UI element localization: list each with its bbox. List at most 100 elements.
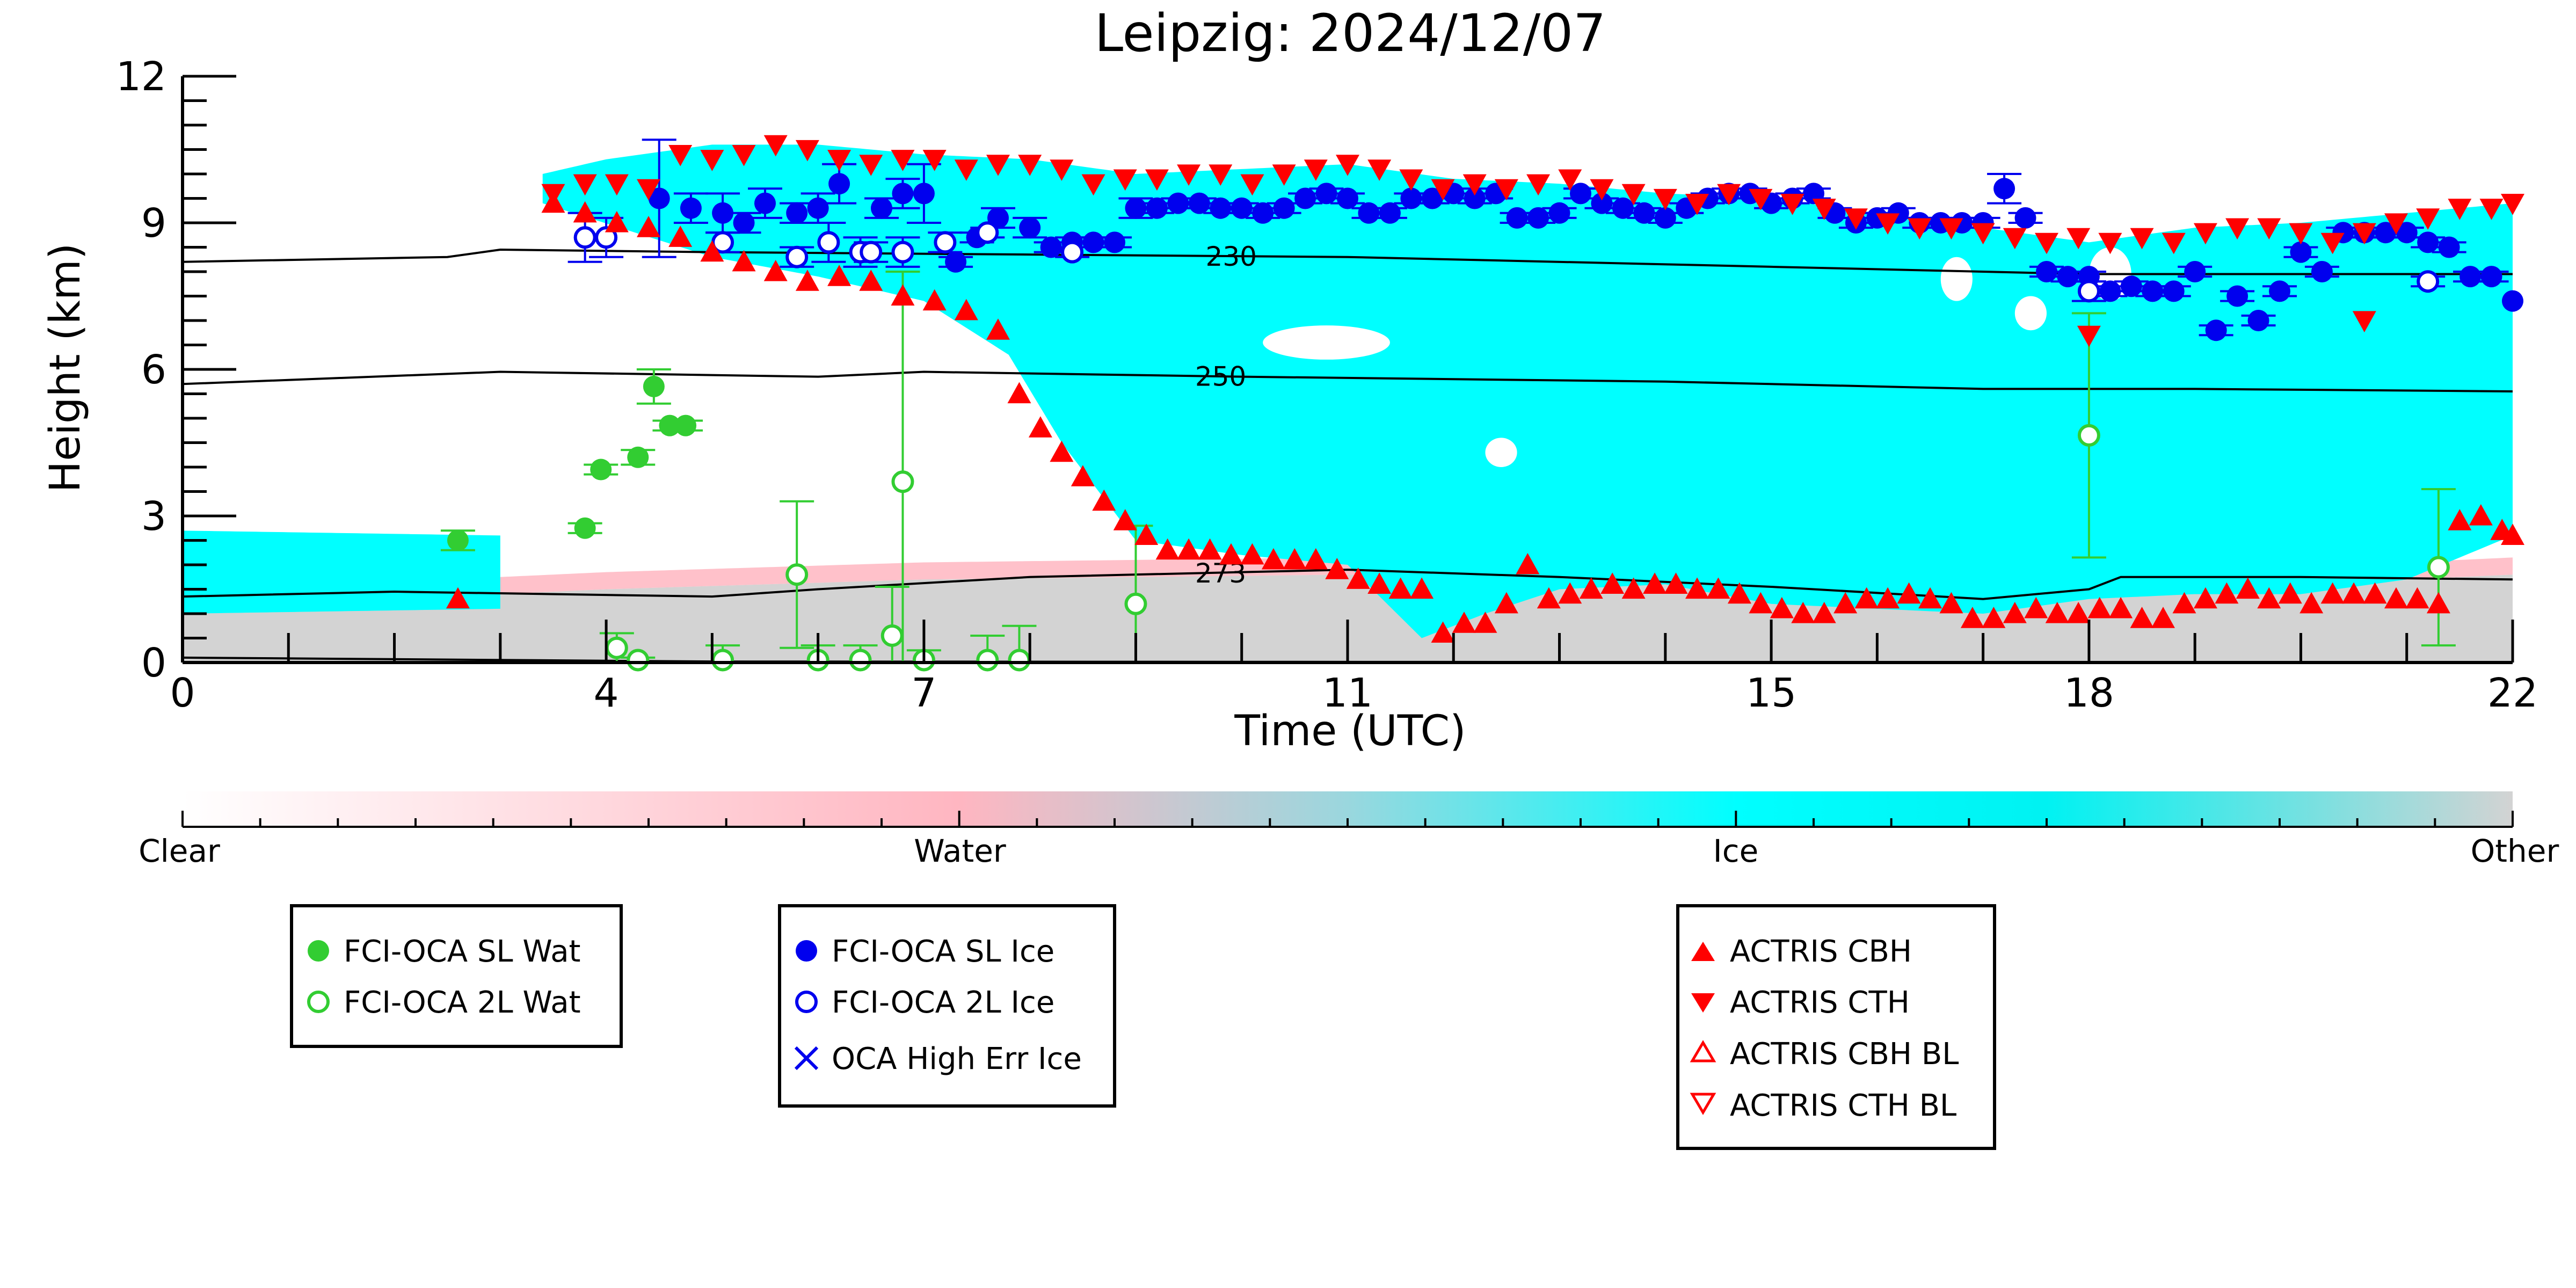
point-5-11: [859, 270, 883, 291]
point-2-38: [1527, 207, 1549, 229]
point-6-63: [2077, 325, 2101, 347]
point-5-60: [1939, 592, 1963, 614]
point-5-42: [1558, 582, 1582, 604]
point-6-2: [605, 174, 629, 196]
point-6-12: [922, 150, 947, 171]
point-5-71: [2172, 592, 2196, 614]
point-5-55: [1833, 592, 1858, 614]
point-5-29: [1283, 548, 1307, 570]
point-5-45: [1621, 577, 1646, 599]
point-2-8: [871, 197, 892, 219]
point-6-57: [2352, 223, 2376, 245]
legend-marker-sl-wat: [308, 940, 329, 962]
point-2-17: [1082, 231, 1104, 253]
clear-gap-4: [1485, 438, 1517, 467]
point-2-65: [2099, 280, 2121, 302]
legend-marker-sl-ice: [796, 940, 817, 962]
x-axis-label: Time (UTC): [1234, 707, 1466, 755]
colorbar-label-ice: Ice: [1713, 833, 1759, 869]
legend-marker-cth: [1691, 993, 1715, 1013]
point-5-76: [2278, 582, 2302, 604]
point-5-59: [1918, 587, 1942, 609]
point-1-11: [1124, 592, 1147, 615]
point-6-53: [2225, 218, 2250, 240]
point-2-20: [1146, 197, 1168, 219]
point-6-32: [1558, 169, 1582, 191]
point-5-70: [2151, 607, 2175, 628]
point-5-36: [1431, 621, 1455, 643]
point-5-28: [1261, 548, 1285, 570]
point-1-2: [711, 649, 734, 672]
series-3: [567, 212, 2446, 303]
point-6-6: [732, 145, 756, 166]
y-tick-label-6: 6: [141, 347, 166, 393]
point-5-58: [1897, 582, 1921, 604]
point-6-17: [1081, 174, 1105, 196]
point-6-46: [2003, 228, 2027, 250]
point-6-49: [2098, 232, 2122, 254]
colorbar-label-clear: Clear: [139, 833, 220, 869]
point-5-53: [1791, 602, 1815, 623]
point-6-15: [1018, 155, 1042, 176]
point-6-37: [1717, 184, 1741, 206]
point-5-41: [1537, 587, 1561, 609]
point-6-61: [2479, 199, 2504, 220]
point-6-36: [1685, 194, 1709, 215]
point-6-54: [2257, 218, 2281, 240]
point-2-73: [2269, 280, 2290, 302]
point-6-60: [2448, 199, 2472, 220]
chart-title: Leipzig: 2024/12/07: [1095, 3, 1606, 63]
point-6-9: [827, 150, 852, 171]
point-2-27: [1294, 187, 1316, 209]
point-3-1: [595, 226, 618, 249]
x-tick-label-15: 15: [1746, 670, 1796, 716]
point-6-0: [541, 184, 565, 206]
point-2-61: [2014, 207, 2036, 229]
point-5-13: [922, 289, 947, 311]
legend-water: FCI-OCA SL Wat FCI-OCA 2L Wat: [290, 904, 623, 1048]
point-5-77: [2300, 592, 2324, 614]
point-2-19: [1125, 197, 1147, 219]
series-6: [541, 135, 2524, 347]
clear-gap-3: [1940, 257, 1973, 301]
point-5-54: [1812, 602, 1836, 623]
point-6-7: [763, 135, 788, 157]
point-5-66: [2066, 602, 2091, 623]
ice-class-region-main: [542, 144, 2513, 638]
point-2-31: [1379, 202, 1401, 224]
point-2-18: [1104, 231, 1125, 253]
point-2-9: [892, 183, 914, 205]
point-2-41: [1591, 192, 1613, 214]
point-2-33: [1421, 187, 1443, 209]
point-6-39: [1780, 194, 1804, 215]
point-5-19: [1071, 465, 1095, 486]
point-2-4: [754, 192, 776, 214]
point-6-4: [668, 145, 693, 166]
point-2-63: [2057, 266, 2079, 288]
point-5-22: [1134, 523, 1159, 545]
point-2-30: [1358, 202, 1380, 224]
point-2-22: [1188, 192, 1210, 214]
point-3-3: [785, 245, 809, 268]
point-2-5: [786, 202, 808, 224]
point-6-27: [1399, 169, 1423, 191]
point-6-21: [1209, 164, 1233, 186]
point-5-8: [763, 260, 788, 281]
point-5-51: [1749, 592, 1773, 614]
point-5-16: [1007, 382, 1031, 404]
point-5-65: [2045, 602, 2069, 623]
point-6-18: [1113, 169, 1137, 191]
point-6-42: [1876, 213, 1900, 235]
point-5-68: [2109, 596, 2133, 618]
point-6-45: [1971, 223, 1995, 245]
point-6-20: [1177, 164, 1201, 186]
point-5-7: [732, 250, 756, 272]
point-1-12: [2077, 424, 2100, 447]
point-6-11: [891, 150, 915, 171]
point-5-12: [891, 284, 915, 306]
point-6-47: [2035, 232, 2058, 254]
point-2-39: [1548, 202, 1570, 224]
point-0-2: [590, 459, 612, 481]
point-2-62: [2036, 261, 2057, 282]
point-5-64: [2024, 596, 2048, 618]
